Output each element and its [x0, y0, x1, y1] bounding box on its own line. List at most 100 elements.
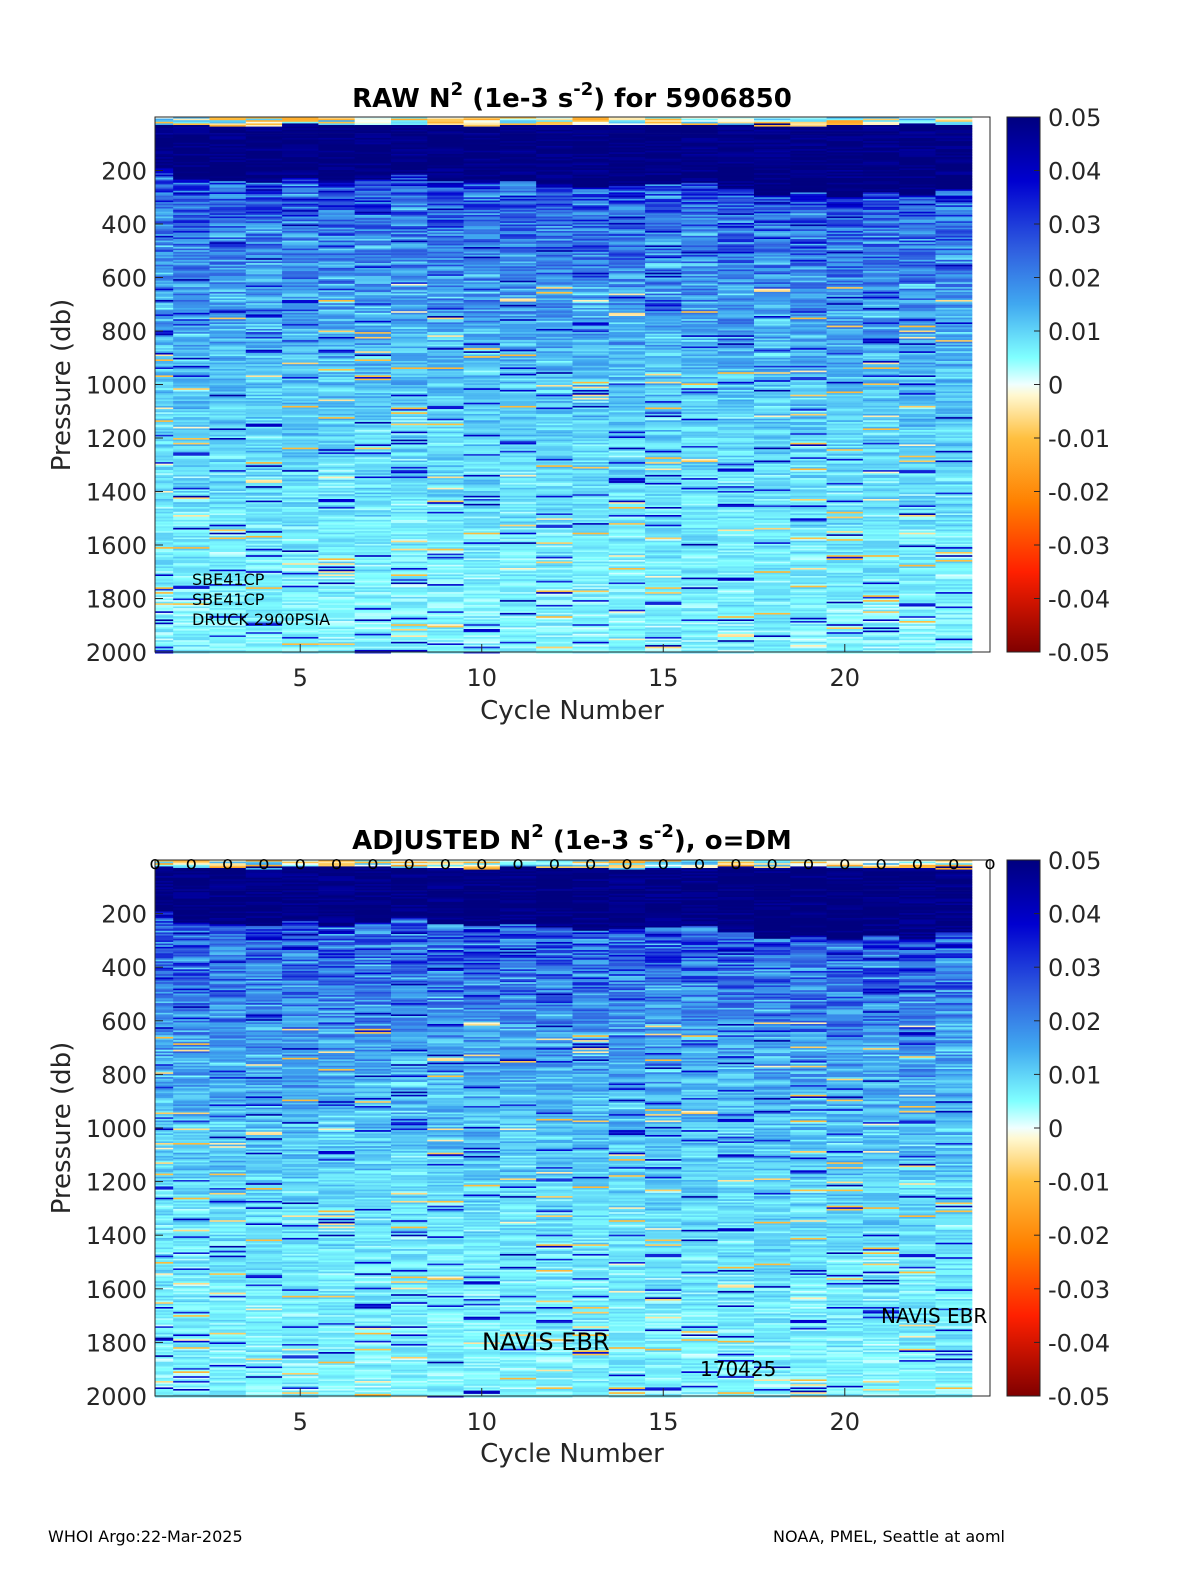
heatmap-cell: [427, 141, 465, 144]
heatmap-cell: [209, 195, 247, 198]
heatmap-cell: [209, 372, 247, 375]
heatmap-cell: [608, 616, 646, 619]
heatmap-cell: [318, 240, 356, 243]
heatmap-cell: [155, 519, 174, 522]
heatmap-cell: [318, 128, 356, 131]
heatmap-cell: [245, 585, 283, 588]
heatmap-cell: [354, 192, 392, 195]
heatmap-cell: [391, 332, 428, 335]
heatmap-cell: [209, 235, 247, 238]
heatmap-cell: [572, 271, 610, 274]
heatmap-cell: [572, 160, 610, 163]
heatmap-cell: [427, 457, 465, 460]
heatmap-cell: [354, 248, 392, 251]
heatmap-cell: [463, 566, 501, 569]
heatmap-cell: [173, 348, 210, 351]
heatmap-cell: [391, 166, 428, 169]
heatmap-cell: [427, 415, 465, 418]
heatmap-cell: [209, 261, 247, 264]
heatmap-cell: [536, 423, 573, 426]
heatmap-cell: [155, 458, 174, 461]
heatmap-cell: [155, 455, 174, 458]
heatmap-cell: [427, 283, 465, 286]
heatmap-cell: [608, 466, 646, 469]
heatmap-cell: [245, 267, 283, 270]
heatmap-cell: [499, 198, 537, 201]
heatmap-cell: [536, 389, 573, 392]
heatmap-cell: [282, 630, 319, 633]
heatmap-cell: [155, 372, 174, 375]
heatmap-cell: [173, 261, 210, 264]
heatmap-cell: [209, 194, 247, 196]
heatmap-cell: [536, 561, 573, 564]
heatmap-cell: [391, 409, 428, 412]
heatmap-cell: [282, 316, 319, 318]
heatmap-cell: [173, 295, 210, 298]
heatmap-cell: [209, 264, 247, 267]
heatmap-cell: [391, 259, 428, 262]
heatmap-cell: [391, 455, 428, 458]
heatmap-cell: [427, 518, 465, 521]
heatmap-cell: [536, 259, 573, 262]
heatmap-cell: [155, 386, 174, 389]
heatmap-cell: [645, 137, 682, 140]
heatmap-cell: [427, 373, 465, 376]
heatmap-cell: [427, 555, 465, 558]
heatmap-cell: [572, 253, 610, 256]
heatmap-cell: [318, 203, 356, 206]
heatmap-cell: [427, 330, 465, 333]
heatmap-cell: [427, 468, 465, 471]
heatmap-cell: [318, 149, 356, 152]
heatmap-cell: [173, 373, 210, 376]
heatmap-cell: [536, 612, 573, 615]
heatmap-cell: [463, 158, 501, 161]
heatmap-cell: [572, 502, 610, 505]
heatmap-cell: [155, 231, 174, 233]
heatmap-cell: [245, 507, 283, 509]
heatmap-cell: [499, 481, 537, 484]
heatmap-cell: [354, 200, 392, 203]
heatmap-cell: [282, 141, 319, 144]
heatmap-cell: [536, 515, 573, 517]
heatmap-cell: [391, 256, 428, 259]
heatmap-cell: [463, 118, 501, 121]
heatmap-cell: [608, 409, 646, 412]
heatmap-cell: [245, 203, 283, 206]
heatmap-cell: [536, 476, 573, 479]
heatmap-cell: [318, 641, 356, 644]
heatmap-cell: [209, 441, 247, 444]
heatmap-cell: [536, 170, 573, 172]
heatmap-cell: [608, 617, 646, 620]
heatmap-cell: [427, 402, 465, 405]
heatmap-cell: [608, 526, 646, 529]
heatmap-cell: [209, 532, 247, 535]
heatmap-cell: [499, 624, 537, 627]
heatmap-cell: [318, 418, 356, 421]
heatmap-cell: [391, 487, 428, 490]
heatmap-cell: [318, 436, 356, 439]
heatmap-cell: [463, 574, 501, 577]
heatmap-cell: [536, 381, 573, 384]
heatmap-cell: [173, 174, 210, 177]
heatmap-cell: [155, 391, 174, 394]
heatmap-cell: [608, 388, 646, 391]
heatmap-cell: [173, 274, 210, 277]
heatmap-cell: [155, 174, 174, 177]
heatmap-cell: [499, 407, 537, 410]
heatmap-cell: [245, 272, 283, 275]
heatmap-cell: [499, 540, 537, 543]
heatmap-cell: [572, 609, 610, 612]
heatmap-cell: [318, 316, 356, 318]
heatmap-cell: [391, 214, 428, 217]
heatmap-cell: [282, 507, 319, 509]
heatmap-cell: [391, 330, 428, 333]
heatmap-cell: [209, 346, 247, 349]
heatmap-cell: [318, 386, 356, 389]
heatmap-cell: [536, 314, 573, 317]
heatmap-cell: [282, 311, 319, 314]
heatmap-cell: [354, 604, 392, 607]
heatmap-cell: [209, 603, 247, 606]
heatmap-cell: [245, 194, 283, 196]
heatmap-cell: [499, 312, 537, 315]
heatmap-cell: [282, 611, 319, 614]
